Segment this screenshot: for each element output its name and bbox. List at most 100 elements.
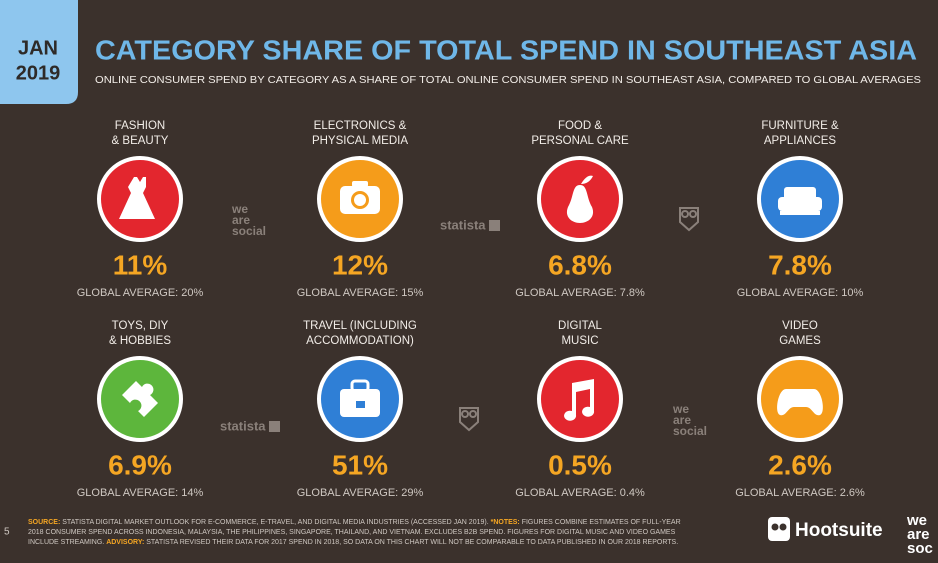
- page-number: 5: [4, 527, 10, 538]
- category-value: 11%: [113, 249, 168, 280]
- global-average: GLOBAL AVERAGE: 14%: [77, 487, 204, 499]
- category-label: ELECTRONICS &: [314, 120, 407, 132]
- title: CATEGORY SHARE OF TOTAL SPEND IN SOUTHEA…: [95, 34, 917, 65]
- brand2-text: are: [907, 526, 930, 543]
- icon-pear-leaf: [581, 175, 593, 184]
- badge-year: 2019: [16, 62, 61, 84]
- icon: [340, 181, 380, 214]
- watermark-text: are: [232, 213, 250, 227]
- category-value: 7.8%: [768, 249, 832, 280]
- category-label: TOYS, DIY: [112, 320, 169, 332]
- brand2-text: soc: [907, 540, 933, 557]
- icon: [122, 381, 158, 417]
- footer-segment: 2018 CONSUMER SPEND ACROSS INDONESIA, MA…: [28, 529, 676, 536]
- date-badge: [0, 0, 78, 104]
- category-label: & BEAUTY: [112, 135, 169, 147]
- global-average: GLOBAL AVERAGE: 15%: [297, 287, 424, 299]
- badge-month: JAN: [18, 37, 58, 59]
- footer-notes: SOURCE: STATISTA DIGITAL MARKET OUTLOOK …: [28, 519, 681, 546]
- icon: [340, 379, 380, 417]
- global-average: GLOBAL AVERAGE: 10%: [737, 287, 864, 299]
- category-label: TRAVEL (INCLUDING: [303, 320, 417, 332]
- footer-segment: SOURCE:: [28, 519, 60, 526]
- category-value: 2.6%: [768, 449, 832, 480]
- category-label: VIDEO: [782, 320, 818, 332]
- icon: [777, 389, 823, 416]
- category-label: FURNITURE &: [761, 120, 839, 132]
- category-value: 6.9%: [108, 449, 172, 480]
- category-tile: VIDEO GAMES 2.6% GLOBAL AVERAGE: 2.6%: [735, 320, 865, 499]
- category-value: 12%: [332, 249, 388, 280]
- footer-line: 2018 CONSUMER SPEND ACROSS INDONESIA, MA…: [28, 529, 676, 536]
- watermark-text: are: [673, 413, 691, 427]
- watermark-text: we: [672, 402, 689, 416]
- we-are-social-logo: we are soc: [906, 512, 933, 557]
- category-label: PERSONAL CARE: [531, 135, 629, 147]
- icon: [778, 187, 822, 215]
- category-tile: FASHION & BEAUTY 11% GLOBAL AVERAGE: 20%: [77, 120, 204, 299]
- watermark-text: we: [231, 202, 248, 216]
- watermark-we-are-social: we are social we are social: [231, 202, 707, 438]
- icon-camera-top: [352, 181, 368, 187]
- category-label: APPLIANCES: [764, 135, 837, 147]
- category-value: 51%: [332, 449, 388, 480]
- footer-segment: *NOTES:: [491, 519, 520, 526]
- category-label: DIGITAL: [558, 320, 602, 332]
- watermark-text: statista: [220, 418, 266, 433]
- category-tile: FOOD & PERSONAL CARE 6.8% GLOBAL AVERAGE: 7…: [515, 120, 645, 299]
- icon-dress: [119, 177, 155, 219]
- category-label: MUSIC: [561, 335, 598, 347]
- watermark-text: social: [232, 224, 266, 238]
- statista-mark: [269, 421, 280, 432]
- hootsuite-logo: Hootsuite: [768, 517, 883, 541]
- global-average: GLOBAL AVERAGE: 0.4%: [515, 487, 645, 499]
- category-tile: FURNITURE & APPLIANCES 7.8% GLOBAL AVERAGE:…: [737, 120, 864, 299]
- global-average: GLOBAL AVERAGE: 29%: [297, 487, 424, 499]
- global-average: GLOBAL AVERAGE: 20%: [77, 287, 204, 299]
- category-tile: TOYS, DIY & HOBBIES 6.9% GLOBAL AVERAGE: 14…: [77, 320, 204, 499]
- category-label: FASHION: [115, 120, 165, 132]
- watermark-statista: statista statista: [220, 217, 500, 433]
- footer-line: INCLUDE STREAMING. ADVISORY: STATISTA RE…: [28, 539, 678, 546]
- icon-pear: [566, 185, 594, 223]
- watermark-owls: [459, 207, 699, 432]
- icon: [564, 379, 595, 421]
- icon: [119, 177, 155, 219]
- statista-mark: [489, 220, 500, 231]
- category-label: & HOBBIES: [109, 335, 171, 347]
- icon-sofa-legs: [780, 211, 820, 215]
- footer-line: SOURCE: STATISTA DIGITAL MARKET OUTLOOK …: [28, 519, 681, 526]
- brand2-text: we: [906, 512, 927, 529]
- icon-camera-lens-in: [354, 194, 366, 206]
- footer-segment: FIGURES COMBINE ESTIMATES OF FULL-YEAR: [520, 519, 681, 526]
- watermark-text: statista: [440, 217, 486, 232]
- icon-puzzle: [122, 381, 158, 417]
- category-label: GAMES: [779, 335, 821, 347]
- category-label: FOOD &: [558, 120, 602, 132]
- category-value: 0.5%: [548, 449, 612, 480]
- category-tile: TRAVEL (INCLUDING ACCOMMODATION) 51% GLOBAL…: [297, 320, 424, 499]
- category-label: PHYSICAL MEDIA: [312, 135, 408, 147]
- footer-segment: STATISTA REVISED THEIR DATA FOR 2017 SPE…: [144, 539, 678, 546]
- watermark-text: social: [673, 424, 707, 438]
- icon-suitcase-handle: [350, 379, 370, 393]
- icon: [566, 175, 594, 223]
- category-value: 6.8%: [548, 249, 612, 280]
- icon-sofa-seat: [778, 197, 822, 211]
- icon-gamepad: [777, 389, 823, 416]
- footer-segment: STATISTA DIGITAL MARKET OUTLOOK FOR E-CO…: [60, 519, 490, 526]
- brand: Hootsuite: [795, 520, 883, 541]
- subtitle: ONLINE CONSUMER SPEND BY CATEGORY AS A S…: [95, 74, 921, 86]
- footer-segment: INCLUDE STREAMING.: [28, 539, 106, 546]
- category-tile: DIGITAL MUSIC 0.5% GLOBAL AVERAGE: 0.4%: [515, 320, 645, 499]
- global-average: GLOBAL AVERAGE: 7.8%: [515, 287, 645, 299]
- icon-suitcase-tag: [356, 401, 365, 408]
- icon-circle: [537, 356, 623, 442]
- footer-segment: ADVISORY:: [106, 539, 144, 546]
- category-label: ACCOMMODATION): [306, 335, 414, 347]
- global-average: GLOBAL AVERAGE: 2.6%: [735, 487, 865, 499]
- icon-note: [564, 379, 595, 421]
- category-tile: ELECTRONICS & PHYSICAL MEDIA 12% GLOBAL AVE…: [297, 120, 424, 299]
